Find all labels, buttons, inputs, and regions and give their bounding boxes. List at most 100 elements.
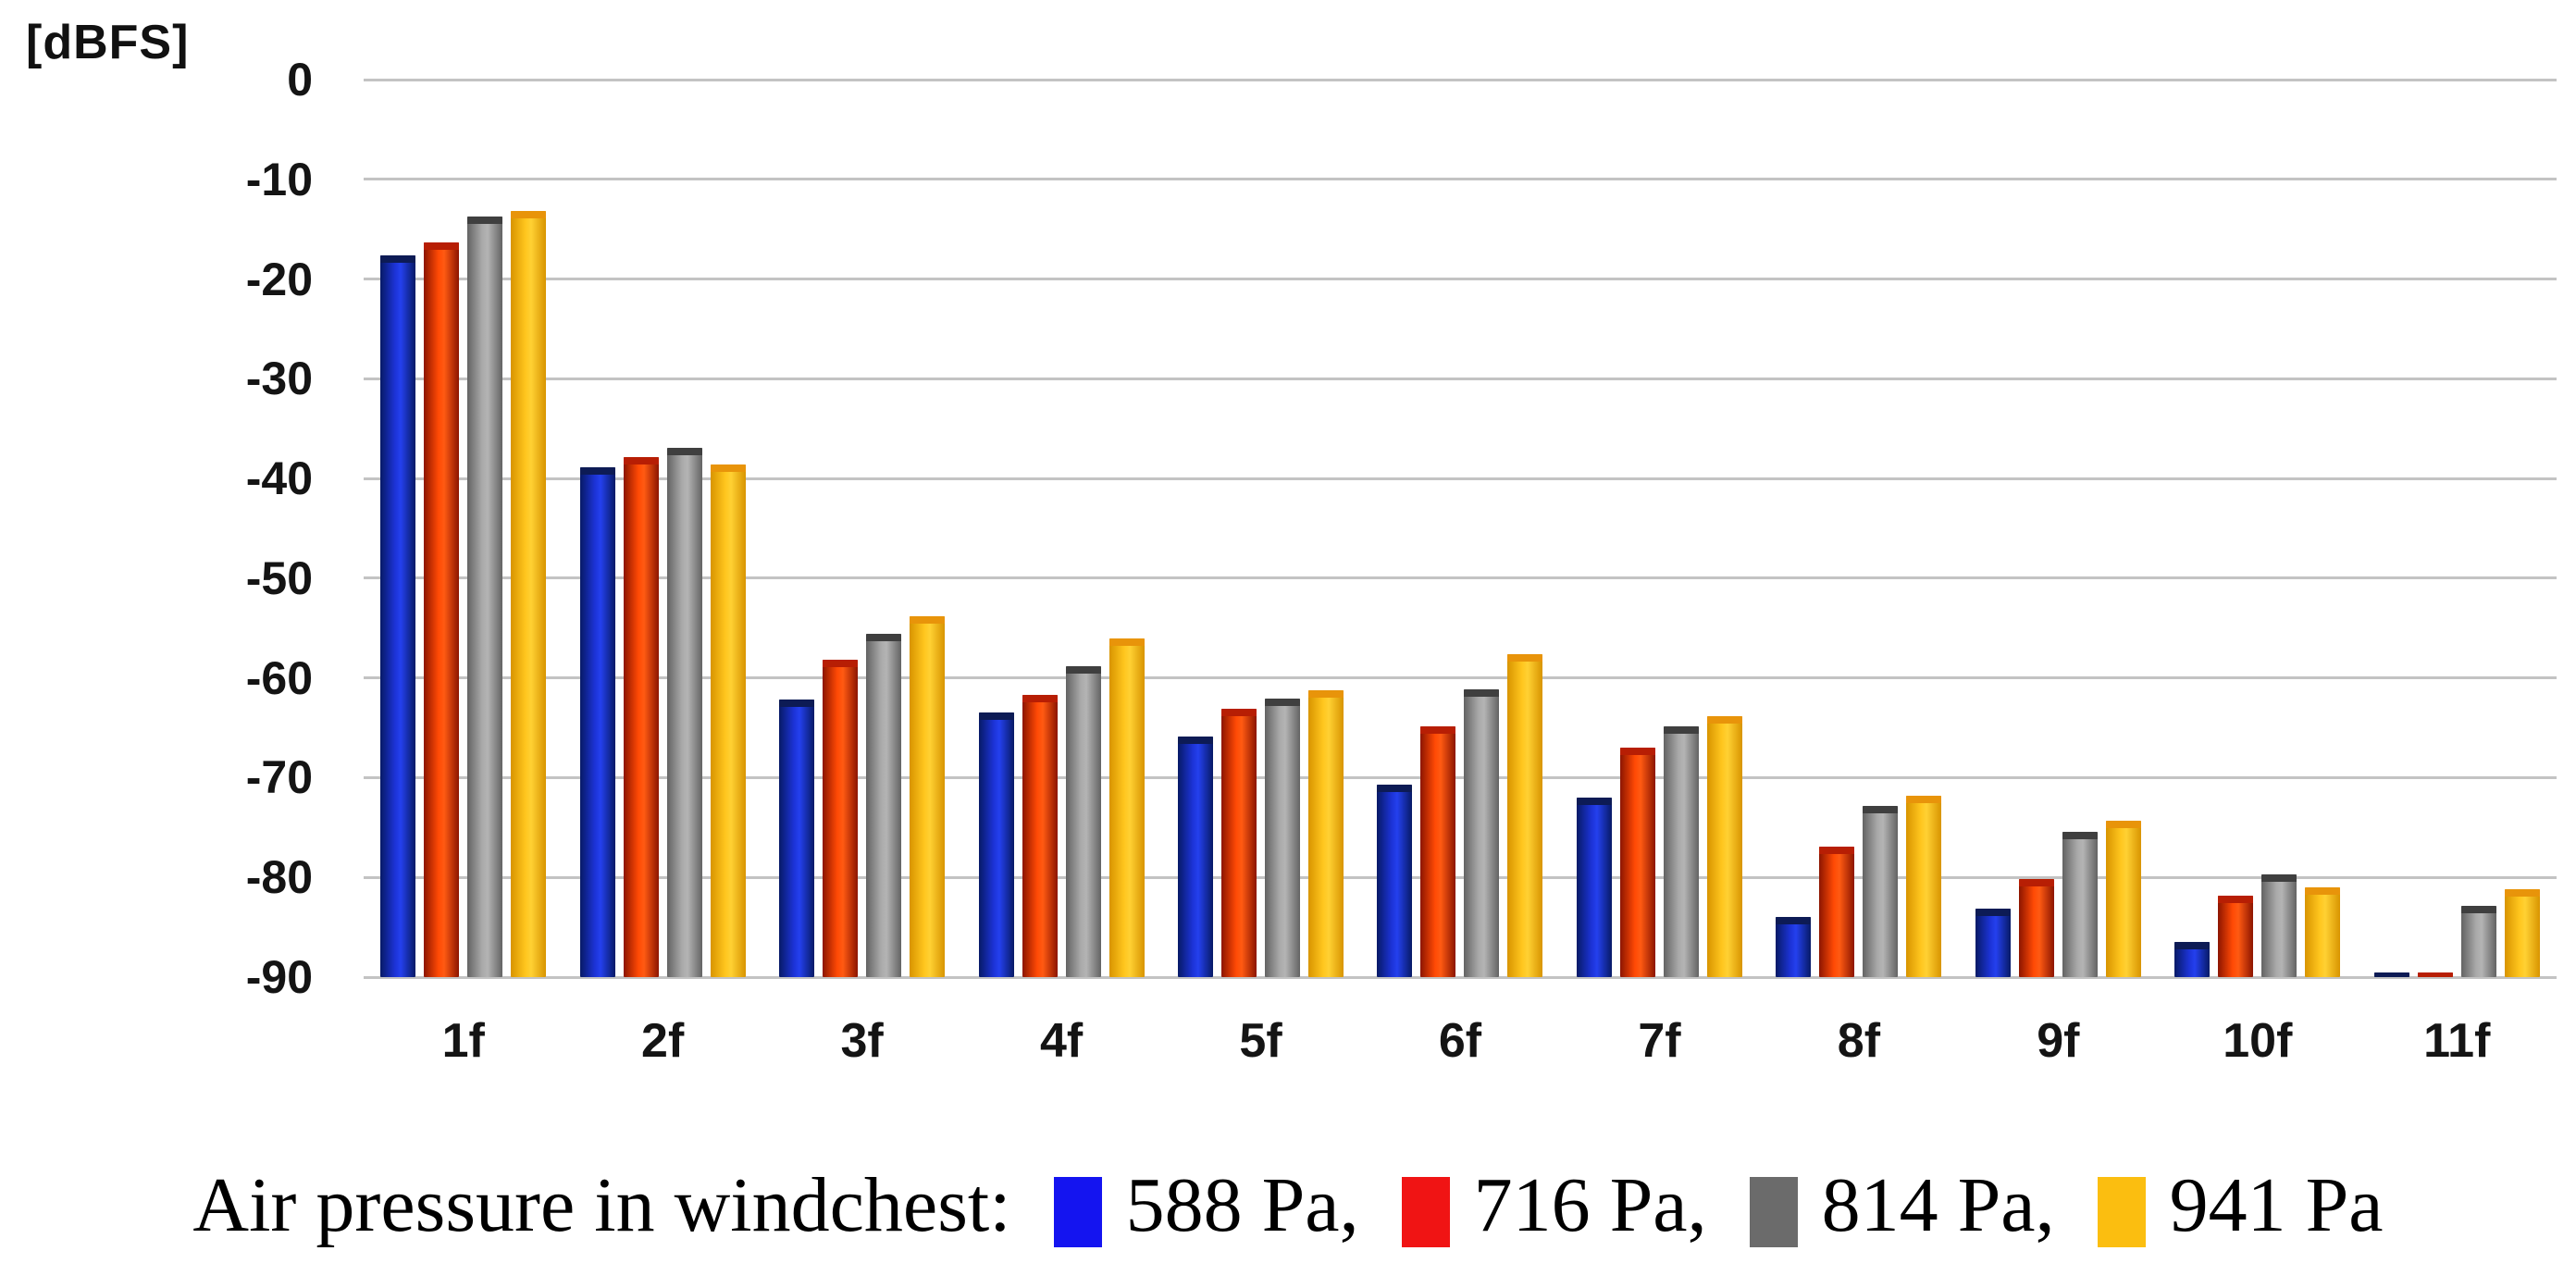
gridline--40 (364, 477, 2557, 480)
bar-10f-814pa (2261, 874, 2297, 977)
y-tick-label--60: -60 (245, 651, 313, 704)
bar-2f-814pa (666, 447, 702, 977)
bar-group-1f (364, 80, 563, 977)
bar-top-cap (1377, 785, 1413, 792)
bar-group-6f (1360, 80, 1559, 977)
bar-top-cap (1975, 908, 2011, 916)
gridline-0 (364, 78, 2557, 81)
bar-top-cap (1706, 715, 1742, 724)
bar-top-cap (467, 216, 503, 224)
legend-label-716Pa: 716 Pa, (1473, 1161, 1707, 1248)
y-tick-label--40: -40 (245, 452, 313, 505)
bar-top-cap (1819, 846, 1855, 854)
bar-9f-941pa (2105, 820, 2141, 977)
bar-2f-941pa (710, 464, 746, 977)
bar-7f-814pa (1663, 726, 1699, 977)
bar-group-4f (961, 80, 1160, 977)
gridline--70 (364, 775, 2557, 779)
y-tick-label--10: -10 (245, 153, 313, 205)
bar-6f-941pa (1507, 653, 1543, 977)
x-tick-label-6f: 6f (1438, 1014, 1482, 1068)
bar-10f-588pa (2174, 942, 2211, 977)
bar-top-cap (579, 467, 615, 476)
bar-top-cap (1863, 805, 1899, 813)
y-tick-label--50: -50 (245, 551, 313, 604)
bar-4f-814pa (1065, 665, 1101, 977)
gridline--60 (364, 676, 2557, 680)
bar-top-cap (623, 457, 659, 465)
y-tick-label--30: -30 (245, 353, 313, 405)
x-tick-label-10f: 10f (2223, 1014, 2293, 1068)
bar-top-cap (2018, 879, 2054, 887)
legend-swatch-941Pa (2097, 1177, 2146, 1247)
legend-swatch-814Pa (1749, 1177, 1798, 1247)
x-tick-label-11f: 11f (2423, 1014, 2491, 1068)
bar-top-cap (823, 660, 859, 668)
bar-top-cap (1178, 737, 1214, 745)
bar-7f-941pa (1706, 715, 1742, 977)
bar-top-cap (866, 634, 902, 642)
gridline--90 (364, 975, 2557, 979)
bar-top-cap (511, 211, 547, 219)
chart-legend: Air pressure in windchest: 588 Pa, 716 Pa… (0, 1140, 2576, 1269)
bar-group-7f (1560, 80, 1759, 977)
bar-1f-814pa (467, 216, 503, 977)
bar-top-cap (978, 712, 1014, 721)
bar-1f-941pa (511, 211, 547, 977)
bar-6f-588pa (1377, 785, 1413, 977)
legend-prefix: Air pressure in windchest: (192, 1161, 1011, 1248)
bar-top-cap (1022, 695, 1058, 702)
bar-top-cap (1265, 699, 1301, 707)
bar-9f-814pa (2062, 831, 2098, 977)
bar-top-cap (910, 615, 946, 624)
bar-top-cap (1906, 795, 1942, 803)
bar-4f-716pa (1022, 695, 1058, 977)
bar-group-2f (563, 80, 762, 977)
bar-6f-814pa (1464, 688, 1500, 977)
x-tick-label-4f: 4f (1039, 1014, 1084, 1068)
legend-label-941Pa: 941 Pa (2169, 1161, 2384, 1248)
y-tick-label--90: -90 (245, 951, 313, 1003)
bar-top-cap (1576, 798, 1612, 805)
bar-top-cap (380, 254, 416, 263)
y-tick-label-0: 0 (287, 54, 313, 105)
legend-swatch-716Pa (1401, 1177, 1450, 1247)
bar-top-cap (1663, 726, 1699, 735)
bar-top-cap (1065, 665, 1101, 674)
bar-8f-716pa (1819, 846, 1855, 977)
bar-5f-588pa (1178, 737, 1214, 977)
bar-3f-716pa (823, 660, 859, 977)
bar-top-cap (666, 447, 702, 455)
bar-top-cap (1308, 689, 1344, 698)
bar-7f-716pa (1619, 748, 1655, 977)
bar-7f-588pa (1576, 798, 1612, 977)
bar-11f-588pa (2373, 972, 2409, 977)
bar-11f-716pa (2417, 972, 2453, 977)
x-tick-label-5f: 5f (1239, 1014, 1282, 1068)
bar-top-cap (2174, 942, 2211, 950)
plot-area (364, 78, 2557, 979)
y-tick-label--80: -80 (245, 851, 313, 904)
legend-label-814Pa: 814 Pa, (1821, 1161, 2055, 1248)
bar-8f-588pa (1776, 917, 1812, 977)
bar-top-cap (2504, 889, 2540, 898)
bar-top-cap (1776, 917, 1812, 925)
bar-top-cap (2460, 906, 2496, 914)
bar-11f-814pa (2460, 906, 2496, 977)
y-tick-label--70: -70 (245, 751, 313, 804)
bar-group-9f (1959, 80, 2158, 977)
x-tick-label-2f: 2f (641, 1014, 685, 1068)
bar-5f-716pa (1221, 709, 1257, 977)
gridline--10 (364, 178, 2557, 181)
bar-group-3f (762, 80, 961, 977)
bar-8f-941pa (1906, 795, 1942, 977)
bar-top-cap (2373, 972, 2409, 977)
gridline--20 (364, 278, 2557, 281)
bar-5f-814pa (1265, 699, 1301, 977)
bar-top-cap (2218, 895, 2254, 903)
bar-top-cap (1221, 709, 1257, 717)
bar-top-cap (779, 700, 815, 708)
bar-11f-941pa (2504, 889, 2540, 977)
bar-1f-588pa (380, 254, 416, 977)
bar-3f-941pa (910, 615, 946, 977)
